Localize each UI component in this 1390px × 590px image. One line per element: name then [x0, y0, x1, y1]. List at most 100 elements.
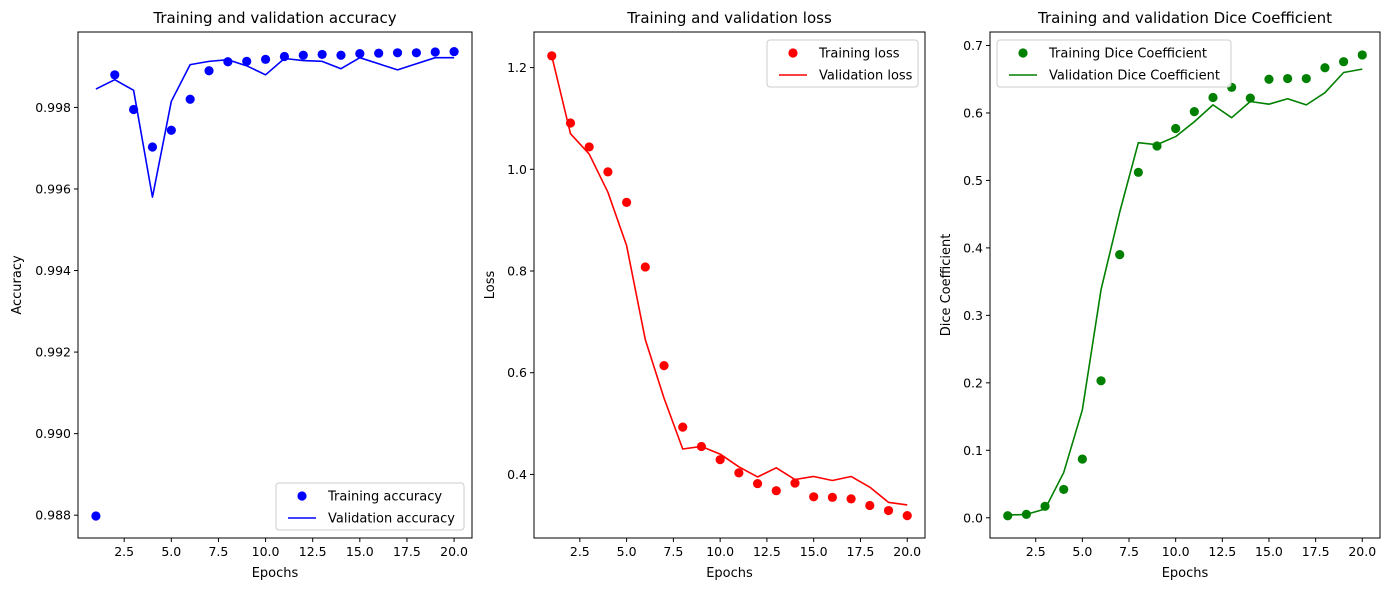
training-dice-coefficient-point — [1133, 167, 1143, 177]
training-accuracy-point — [91, 511, 101, 521]
accuracy-y-tick-label: 0.996 — [35, 181, 71, 196]
accuracy-x-tick-label: 7.5 — [208, 544, 228, 559]
training-dice-coefficient-point — [1208, 92, 1218, 103]
loss-chart-title: Training and validation loss — [626, 9, 832, 27]
training-accuracy-point — [147, 142, 158, 152]
dice-legend: Training Dice Coefficient Validation Dice… — [996, 39, 1232, 88]
training-dice-coefficient-point — [1283, 73, 1293, 84]
training-accuracy-point — [411, 48, 421, 58]
loss-y-tick-label: 1.0 — [507, 162, 527, 177]
training-loss-point — [603, 167, 613, 177]
training-accuracy-point — [374, 48, 384, 58]
training-loss-point — [584, 142, 594, 152]
accuracy-axes-frame — [77, 31, 473, 539]
training-loss-point — [678, 422, 688, 432]
accuracy-x-tick-label: 20.0 — [440, 544, 468, 559]
loss-x-tick-label: 10.0 — [706, 544, 734, 559]
training-accuracy-point — [242, 56, 252, 66]
loss-x-tick-label: 7.5 — [663, 544, 683, 559]
training-accuracy-point — [166, 125, 176, 135]
dice-y-tick-label: 0.2 — [963, 375, 983, 390]
dice-x-tick-label: 12.5 — [1208, 544, 1236, 559]
training-dice-coefficient-point — [1115, 250, 1125, 260]
dice-y-axis-label: Dice Coefficient — [939, 234, 954, 337]
accuracy-x-tick-label: 15.0 — [346, 544, 374, 559]
training-accuracy-point — [185, 94, 195, 104]
training-dice-coefficient-point — [1189, 107, 1199, 117]
training-loss-point — [827, 492, 837, 502]
training-loss-legend-label: Training loss — [818, 47, 900, 62]
training-loss-point — [734, 468, 744, 478]
training-loss-point — [752, 478, 763, 489]
training-loss-point — [865, 500, 875, 511]
training-accuracy-point — [298, 50, 308, 60]
dice-chart-title: Training and validation Dice Coefficient — [1037, 9, 1332, 27]
training-accuracy-point — [392, 48, 403, 58]
accuracy-legend: Training accuracy Validation accuracy — [275, 482, 465, 531]
loss-x-tick-label: 12.5 — [753, 544, 781, 559]
training-dice-coefficient-point — [1059, 484, 1069, 495]
training-dice-coefficient-point — [1357, 50, 1367, 60]
dice-y-tick-label: 0.4 — [963, 240, 983, 255]
training-accuracy-legend-label: Training accuracy — [327, 490, 442, 505]
dice-x-tick-label: 5.0 — [1072, 544, 1092, 559]
training-loss-point — [622, 197, 632, 207]
dice-y-tick-label: 0.1 — [963, 443, 983, 458]
loss-x-tick-label: 15.0 — [800, 544, 828, 559]
dice-y-tick-label: 0.6 — [963, 105, 983, 120]
dice-x-tick-label: 15.0 — [1255, 544, 1283, 559]
accuracy-x-axis-label: Epochs — [252, 566, 299, 581]
training-dice-coefficient-legend-swatch — [1018, 48, 1028, 58]
training-dice-coefficient-point — [1171, 123, 1181, 134]
training-accuracy-point — [449, 46, 459, 57]
training-loss-point — [790, 478, 800, 488]
training-accuracy-point — [260, 54, 271, 64]
loss-axes-frame — [533, 31, 926, 539]
dice-chart-panel: 2.5 5.0 7.5 10.0 12.5 15.0 17.5 20.0 0.0 0.1 0.2 0.… — [939, 9, 1381, 581]
accuracy-x-tick-label: 17.5 — [393, 544, 421, 559]
training-dice-coefficient-point — [1320, 63, 1330, 73]
training-loss-point — [715, 455, 725, 465]
loss-chart-panel: 2.5 5.0 7.5 10.0 12.5 15.0 17.5 20.0 0.4 0.6 0.8 1.… — [483, 9, 926, 581]
training-dice-coefficient-point — [1264, 74, 1274, 84]
training-accuracy-legend-swatch — [297, 491, 307, 501]
loss-y-tick-label: 0.6 — [507, 365, 527, 380]
loss-x-axis-label: Epochs — [706, 566, 753, 581]
training-dice-coefficient-point — [1301, 73, 1311, 84]
training-accuracy-point — [110, 70, 120, 80]
training-dice-coefficient-point — [1096, 376, 1106, 386]
loss-y-axis-label: Loss — [483, 271, 498, 300]
accuracy-y-axis-label: Accuracy — [10, 255, 25, 315]
training-dice-coefficient-point — [1245, 93, 1255, 103]
training-loss-point — [902, 511, 912, 521]
training-loss-point — [846, 494, 856, 504]
training-accuracy-point — [204, 66, 214, 76]
loss-x-tick-label: 5.0 — [617, 544, 637, 559]
accuracy-x-tick-label: 5.0 — [161, 544, 181, 559]
training-dice-coefficient-point — [1339, 57, 1349, 67]
training-dice-coefficient-point — [1003, 511, 1013, 521]
validation-accuracy-line — [95, 56, 455, 198]
training-loss-point — [809, 492, 819, 502]
loss-legend: Training loss Validation loss — [766, 39, 919, 88]
validation-dice-coefficient-legend-label: Validation Dice Coefficient — [1049, 69, 1220, 84]
training-accuracy-point — [317, 49, 327, 60]
dice-x-tick-label: 17.5 — [1302, 544, 1330, 559]
dice-x-tick-label: 7.5 — [1119, 544, 1139, 559]
validation-loss-line — [550, 55, 908, 506]
dice-x-tick-label: 2.5 — [1026, 544, 1046, 559]
validation-loss-legend-label: Validation loss — [819, 69, 913, 84]
dice-y-tick-label: 0.5 — [963, 173, 983, 188]
accuracy-x-tick-label: 2.5 — [114, 544, 134, 559]
loss-x-tick-label: 17.5 — [847, 544, 875, 559]
accuracy-y-tick-label: 0.988 — [35, 508, 71, 523]
dice-y-tick-label: 0.3 — [963, 308, 983, 323]
accuracy-x-tick-label: 10.0 — [252, 544, 280, 559]
training-accuracy-point — [430, 47, 440, 57]
validation-dice-coefficient-line — [1007, 68, 1363, 516]
dice-x-tick-label: 10.0 — [1162, 544, 1190, 559]
dice-y-tick-label: 0.0 — [963, 510, 983, 525]
dice-axes-frame — [989, 31, 1381, 539]
dice-x-axis-label: Epochs — [1162, 566, 1209, 581]
